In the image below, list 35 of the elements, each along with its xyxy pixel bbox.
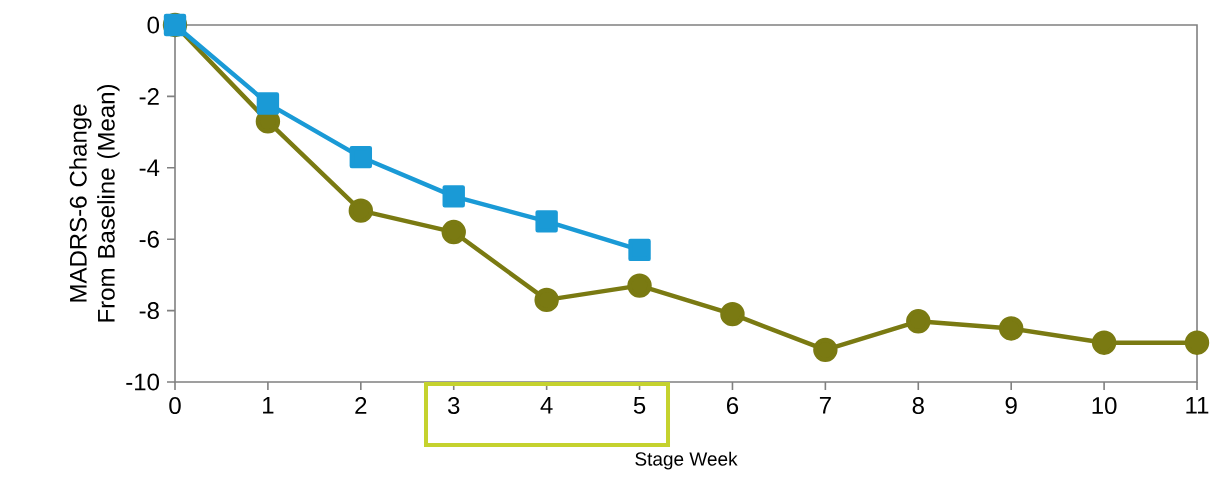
x-tick-label: 5: [633, 397, 646, 414]
x-tick-label: 10: [1092, 397, 1117, 415]
point: [348, 198, 374, 223]
x-axis-title: Stage Week: [635, 451, 738, 470]
x-tick-label: 9: [1005, 397, 1017, 415]
point: [628, 238, 651, 262]
point: [442, 185, 465, 208]
point: [627, 273, 652, 298]
point: [906, 309, 931, 334]
y-tick-label: -4: [139, 159, 160, 177]
x-tick-label: 3: [447, 397, 460, 415]
point: [1091, 330, 1117, 355]
x-tick-label: 6: [727, 397, 739, 415]
y-tick-label: 0: [147, 16, 160, 34]
point: [998, 316, 1024, 341]
x-tick-label: 7: [819, 397, 831, 414]
point: [1184, 330, 1210, 355]
y-tick-label: -6: [139, 230, 159, 248]
point: [256, 92, 280, 115]
point: [535, 210, 558, 233]
x-tick-label: 8: [912, 397, 924, 415]
y-tick-label: -10: [126, 373, 160, 391]
x-tick-label: 0: [169, 397, 181, 415]
y-axis-title: MADRS-6 Change From Baseline (Mean): [69, 85, 120, 322]
x-tick-label: 4: [540, 397, 553, 414]
point: [813, 337, 838, 363]
point: [720, 301, 745, 327]
y-tick-label: -8: [139, 302, 159, 320]
point: [534, 287, 559, 313]
x-tick-label: 2: [355, 397, 367, 414]
x-tick-label: 1: [263, 397, 274, 414]
x-tick-label: 11: [1186, 397, 1209, 414]
y-tick-label: -2: [139, 88, 159, 105]
point: [441, 219, 466, 245]
point: [349, 145, 373, 169]
